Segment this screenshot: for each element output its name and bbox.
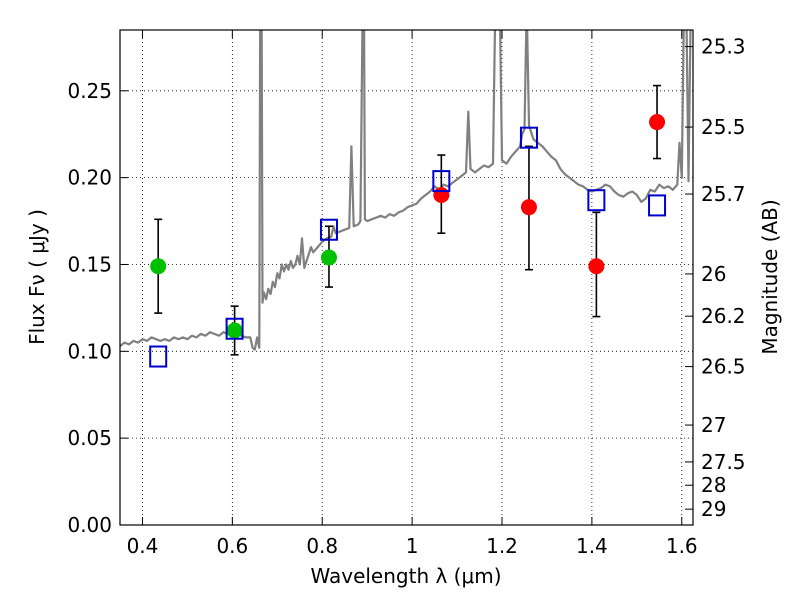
mag-tick-label: 25.3: [701, 35, 746, 59]
red-points-marker: [433, 187, 450, 203]
model-photometry-marker: [319, 218, 338, 241]
y-tick-label: 0.15: [67, 252, 112, 276]
y-tick-label: 0.25: [67, 79, 112, 103]
x-tick-label: 1.6: [666, 534, 698, 558]
red-points-marker: [588, 258, 605, 275]
x-tick-label: 1.4: [576, 534, 608, 558]
x-tick-label: 1.2: [486, 534, 518, 558]
x-tick-label: 0.6: [216, 534, 248, 558]
point-layer: [149, 114, 667, 368]
x-tick-label: 0.4: [127, 534, 159, 558]
spectrum-layer: [120, 30, 692, 351]
mag-tick-label: 27: [701, 413, 726, 437]
spectrum-line: [120, 30, 692, 351]
y-tick-label: 0.00: [67, 513, 112, 537]
y-tick-label: 0.10: [67, 339, 112, 363]
mag-tick-label: 26: [701, 262, 726, 286]
green-points-marker: [320, 249, 337, 266]
mag-tick-label: 25.7: [701, 182, 746, 206]
red-points-marker: [649, 114, 666, 131]
model-photometry-marker: [225, 317, 244, 340]
y-axis-right-label: Magnitude (AB): [758, 199, 782, 354]
red-points-marker: [520, 199, 537, 216]
mag-tick-label: 25.5: [701, 115, 746, 139]
model-photometry-marker: [519, 126, 538, 149]
mag-tick-label: 27.5: [701, 450, 746, 474]
model-photometry-marker: [648, 194, 667, 217]
model-photometry-marker: [587, 189, 606, 212]
x-tick-label: 1: [406, 534, 419, 558]
y-tick-label: 0.05: [67, 426, 112, 450]
mag-tick-label: 28: [701, 473, 726, 497]
plot-frame: [119, 29, 694, 526]
grid-lines: [120, 30, 693, 526]
green-points-marker: [150, 258, 167, 275]
green-points-marker: [226, 322, 243, 339]
x-axis-label: Wavelength λ (μm): [310, 564, 501, 588]
x-ticks: 0.4 0.6 0.8 1 1.2 1.4 1.6: [127, 30, 698, 558]
mag-tick-label: 26.5: [701, 355, 746, 379]
model-photometry-marker: [432, 170, 451, 193]
y-ticks: 0.00 0.05 0.10 0.15 0.20 0.25: [67, 79, 128, 537]
mag-tick-label: 29: [701, 497, 726, 521]
errorbar-layer: [154, 84, 662, 356]
y-tick-label: 0.20: [67, 166, 112, 190]
x-tick-label: 0.8: [306, 534, 338, 558]
model-photometry-marker: [149, 345, 168, 368]
mag-tick-label: 26.2: [701, 304, 746, 328]
y-axis-label: Flux Fν ( μJy ): [25, 209, 49, 345]
